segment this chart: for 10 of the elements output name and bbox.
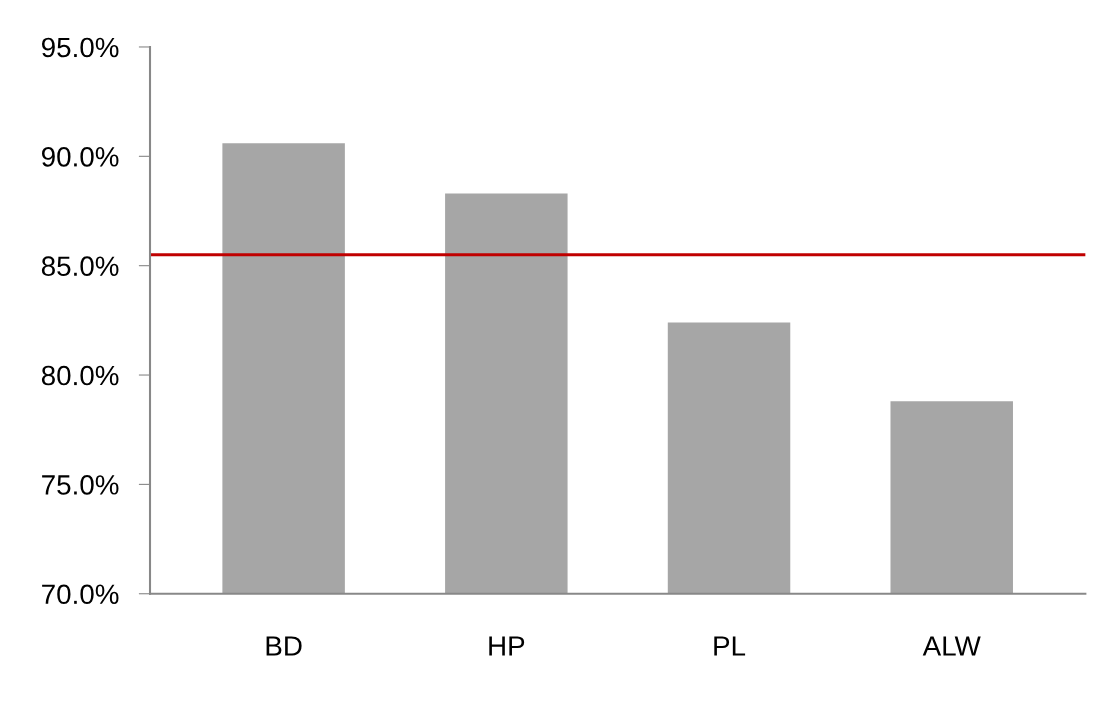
x-tick-label: PL [714, 636, 746, 656]
y-tick-label: 95.0% [42, 37, 119, 58]
x-tick-label: BD [266, 636, 302, 656]
y-tick-label: 90.0% [42, 146, 119, 167]
x-tick-label: ALW [922, 636, 981, 656]
x-tick-label: HP [489, 636, 525, 656]
y-tick-label: 80.0% [41, 365, 119, 386]
y-tick-label: 75.0% [42, 475, 119, 495]
y-tick-label: 85.0% [41, 256, 119, 277]
y-tick-label: 70.0% [42, 584, 119, 605]
